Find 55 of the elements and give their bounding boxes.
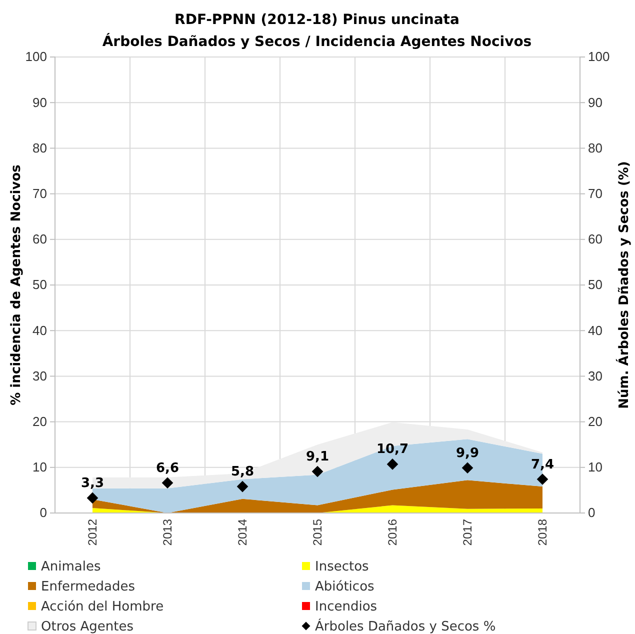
y2-axis-title: Núm. Árboles Dñados y Secos (%)	[615, 161, 632, 409]
legend-label: Insectos	[315, 560, 370, 574]
y-tick-label: 100	[25, 49, 47, 64]
y-tick-label: 40	[32, 322, 47, 338]
data-label: 9,1	[306, 450, 330, 465]
point	[236, 480, 248, 492]
data-label: 7,4	[530, 457, 554, 472]
data-label: 6,6	[156, 460, 180, 476]
y2-tick-label: 60	[588, 232, 602, 247]
x-tick-label: 2016	[386, 518, 400, 546]
y2-tick-label: 50	[588, 277, 602, 292]
point	[86, 492, 98, 504]
y2-tick-label: 20	[588, 414, 602, 429]
y-tick-label: 0	[40, 505, 47, 520]
x-tick-label: 2012	[86, 518, 100, 546]
y2-tick-label: 40	[588, 322, 602, 338]
y-axis-title: % incidencia de Agentes Nocivos	[9, 164, 24, 406]
y2-tick-label: 80	[588, 140, 602, 156]
point	[312, 466, 324, 478]
y-tick-label: 30	[32, 368, 47, 384]
y2-tick-label: 100	[588, 49, 610, 64]
legend-label: Animales	[41, 560, 101, 574]
legend-label: Otros Agentes	[41, 620, 134, 634]
y2-tick-label: 30	[588, 368, 602, 384]
legend-label: Árboles Dañados y Secos %	[315, 618, 496, 634]
y2-tick-label: 0	[588, 505, 596, 520]
y2-tick-label: 10	[588, 460, 602, 475]
legend-label: Enfermedades	[41, 580, 136, 594]
data-label: 10,7	[376, 442, 409, 458]
data-label: 5,8	[230, 464, 254, 480]
legend-label: Acción del Hombre	[41, 600, 164, 614]
data-label: 3,3	[80, 476, 104, 491]
y-tick-label: 90	[32, 94, 47, 110]
point	[462, 462, 474, 474]
legend-label: Incendios	[315, 600, 378, 614]
data-label: 9,9	[456, 446, 480, 461]
y-tick-label: 10	[32, 460, 47, 475]
x-tick-label: 2015	[310, 518, 325, 546]
legend-label: Abióticos	[315, 580, 375, 594]
y2-tick-label: 70	[588, 186, 602, 201]
x-tick-label: 2014	[236, 518, 250, 546]
y-tick-label: 50	[32, 277, 47, 292]
point	[536, 474, 548, 485]
chart-title: RDF-PPNN (2012-18) Pinus uncinata	[174, 12, 460, 28]
y-tick-label: 80	[32, 140, 47, 156]
y2-tick-label: 90	[588, 94, 602, 110]
x-tick-label: 2017	[460, 518, 475, 546]
point	[386, 458, 398, 470]
point	[162, 477, 174, 489]
x-tick-label: 2018	[536, 518, 550, 546]
y-tick-label: 70	[32, 186, 47, 201]
y-tick-label: 60	[32, 232, 47, 247]
y-tick-label: 20	[32, 414, 47, 429]
chart-subtitle: Árboles Dañados y Secos / Incidencia Agentes Nocivos	[102, 33, 532, 50]
x-tick-label: 2013	[160, 518, 175, 546]
